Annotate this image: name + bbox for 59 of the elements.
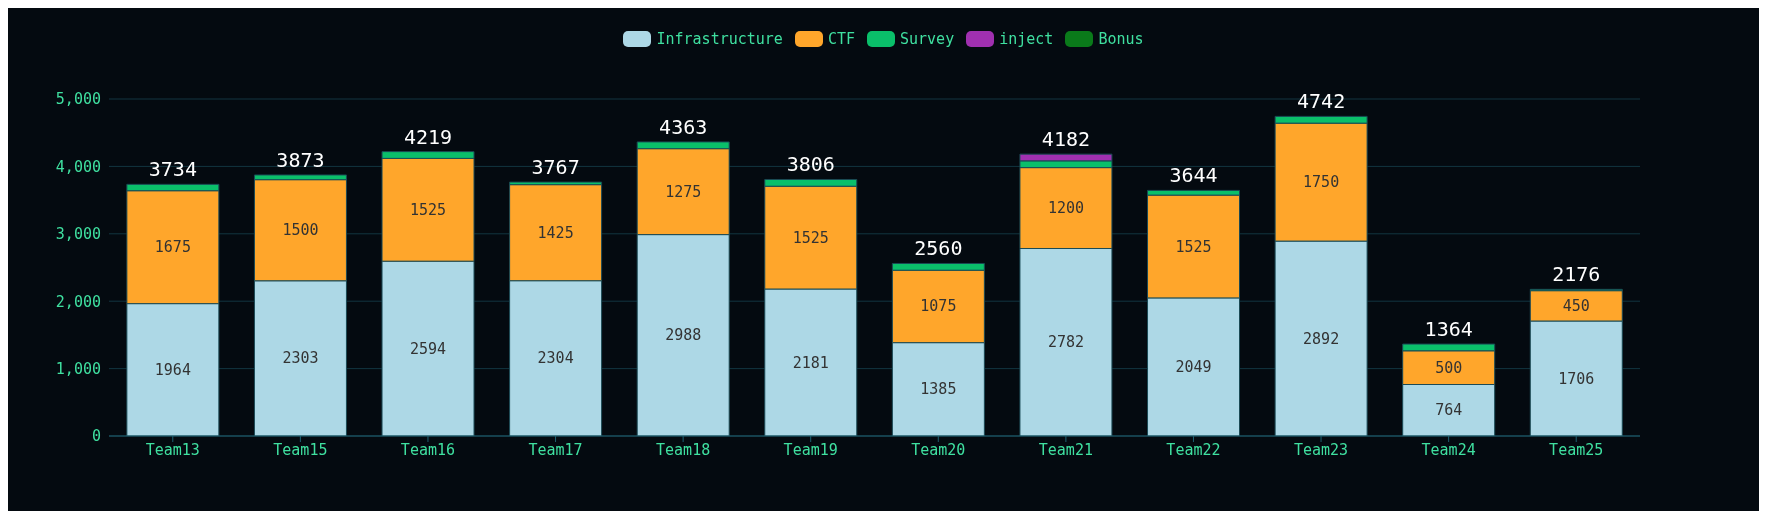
data-label: 1275 xyxy=(665,182,702,201)
legend-label: Infrastructure xyxy=(656,30,783,48)
total-label: 2560 xyxy=(914,236,963,261)
total-label: 3873 xyxy=(276,147,325,172)
data-label: 1675 xyxy=(154,238,191,257)
data-label: 1385 xyxy=(920,380,957,399)
data-label: 2304 xyxy=(537,349,574,368)
total-label: 4182 xyxy=(1041,127,1091,152)
y-tick-label: 4,000 xyxy=(55,157,101,176)
legend-label: inject xyxy=(999,30,1054,48)
y-tick-label: 2,000 xyxy=(55,292,101,311)
data-label: 1525 xyxy=(792,228,829,247)
legend-label: Bonus xyxy=(1098,30,1144,48)
x-tick-label: Team22 xyxy=(1166,440,1221,459)
data-label: 1525 xyxy=(1175,237,1212,256)
total-label: 4742 xyxy=(1297,89,1346,114)
y-tick-label: 3,000 xyxy=(55,225,101,244)
y-tick-label: 0 xyxy=(91,427,101,446)
x-tick-label: Team20 xyxy=(911,440,966,459)
x-tick-label: Team13 xyxy=(145,440,200,459)
total-label: 2176 xyxy=(1552,262,1601,287)
data-label: 1200 xyxy=(1047,199,1085,218)
data-label: 1425 xyxy=(537,223,574,242)
x-tick-label: Team17 xyxy=(528,440,583,459)
x-tick-label: Team19 xyxy=(783,440,838,459)
y-tick-label: 5,000 xyxy=(55,90,101,109)
data-label: 450 xyxy=(1562,296,1590,315)
data-label: 1964 xyxy=(154,360,191,379)
total-label: 4363 xyxy=(659,114,708,139)
data-label: 2988 xyxy=(665,326,702,345)
x-tick-label: Team21 xyxy=(1038,440,1093,459)
x-tick-label: Team25 xyxy=(1549,440,1604,459)
total-label: 1364 xyxy=(1424,317,1473,342)
total-label: 3734 xyxy=(148,157,197,182)
data-label: 2181 xyxy=(792,353,829,372)
data-label: 2892 xyxy=(1303,329,1340,348)
total-label: 3767 xyxy=(531,155,580,180)
data-label: 2303 xyxy=(282,349,319,368)
data-label: 1525 xyxy=(409,200,447,219)
x-tick-label: Team24 xyxy=(1421,440,1476,459)
data-label: 500 xyxy=(1435,358,1463,377)
data-label: 2049 xyxy=(1175,357,1212,376)
legend-label: Survey xyxy=(900,30,955,48)
data-label: 764 xyxy=(1435,401,1463,420)
data-label: 1706 xyxy=(1558,369,1595,388)
total-label: 4219 xyxy=(403,124,453,149)
data-label: 1500 xyxy=(282,221,319,240)
x-tick-label: Team16 xyxy=(400,440,456,459)
y-tick-label: 1,000 xyxy=(55,359,101,378)
x-tick-label: Team15 xyxy=(273,440,328,459)
total-label: 3644 xyxy=(1169,163,1218,188)
data-label: 1075 xyxy=(920,297,957,316)
x-tick-label: Team18 xyxy=(656,440,711,459)
x-tick-label: Team23 xyxy=(1293,440,1349,459)
legend-label: CTF xyxy=(827,30,855,48)
data-label: 2594 xyxy=(409,339,447,358)
total-label: 3806 xyxy=(786,152,835,177)
data-label: 1750 xyxy=(1303,173,1340,192)
data-label: 2782 xyxy=(1047,333,1085,352)
